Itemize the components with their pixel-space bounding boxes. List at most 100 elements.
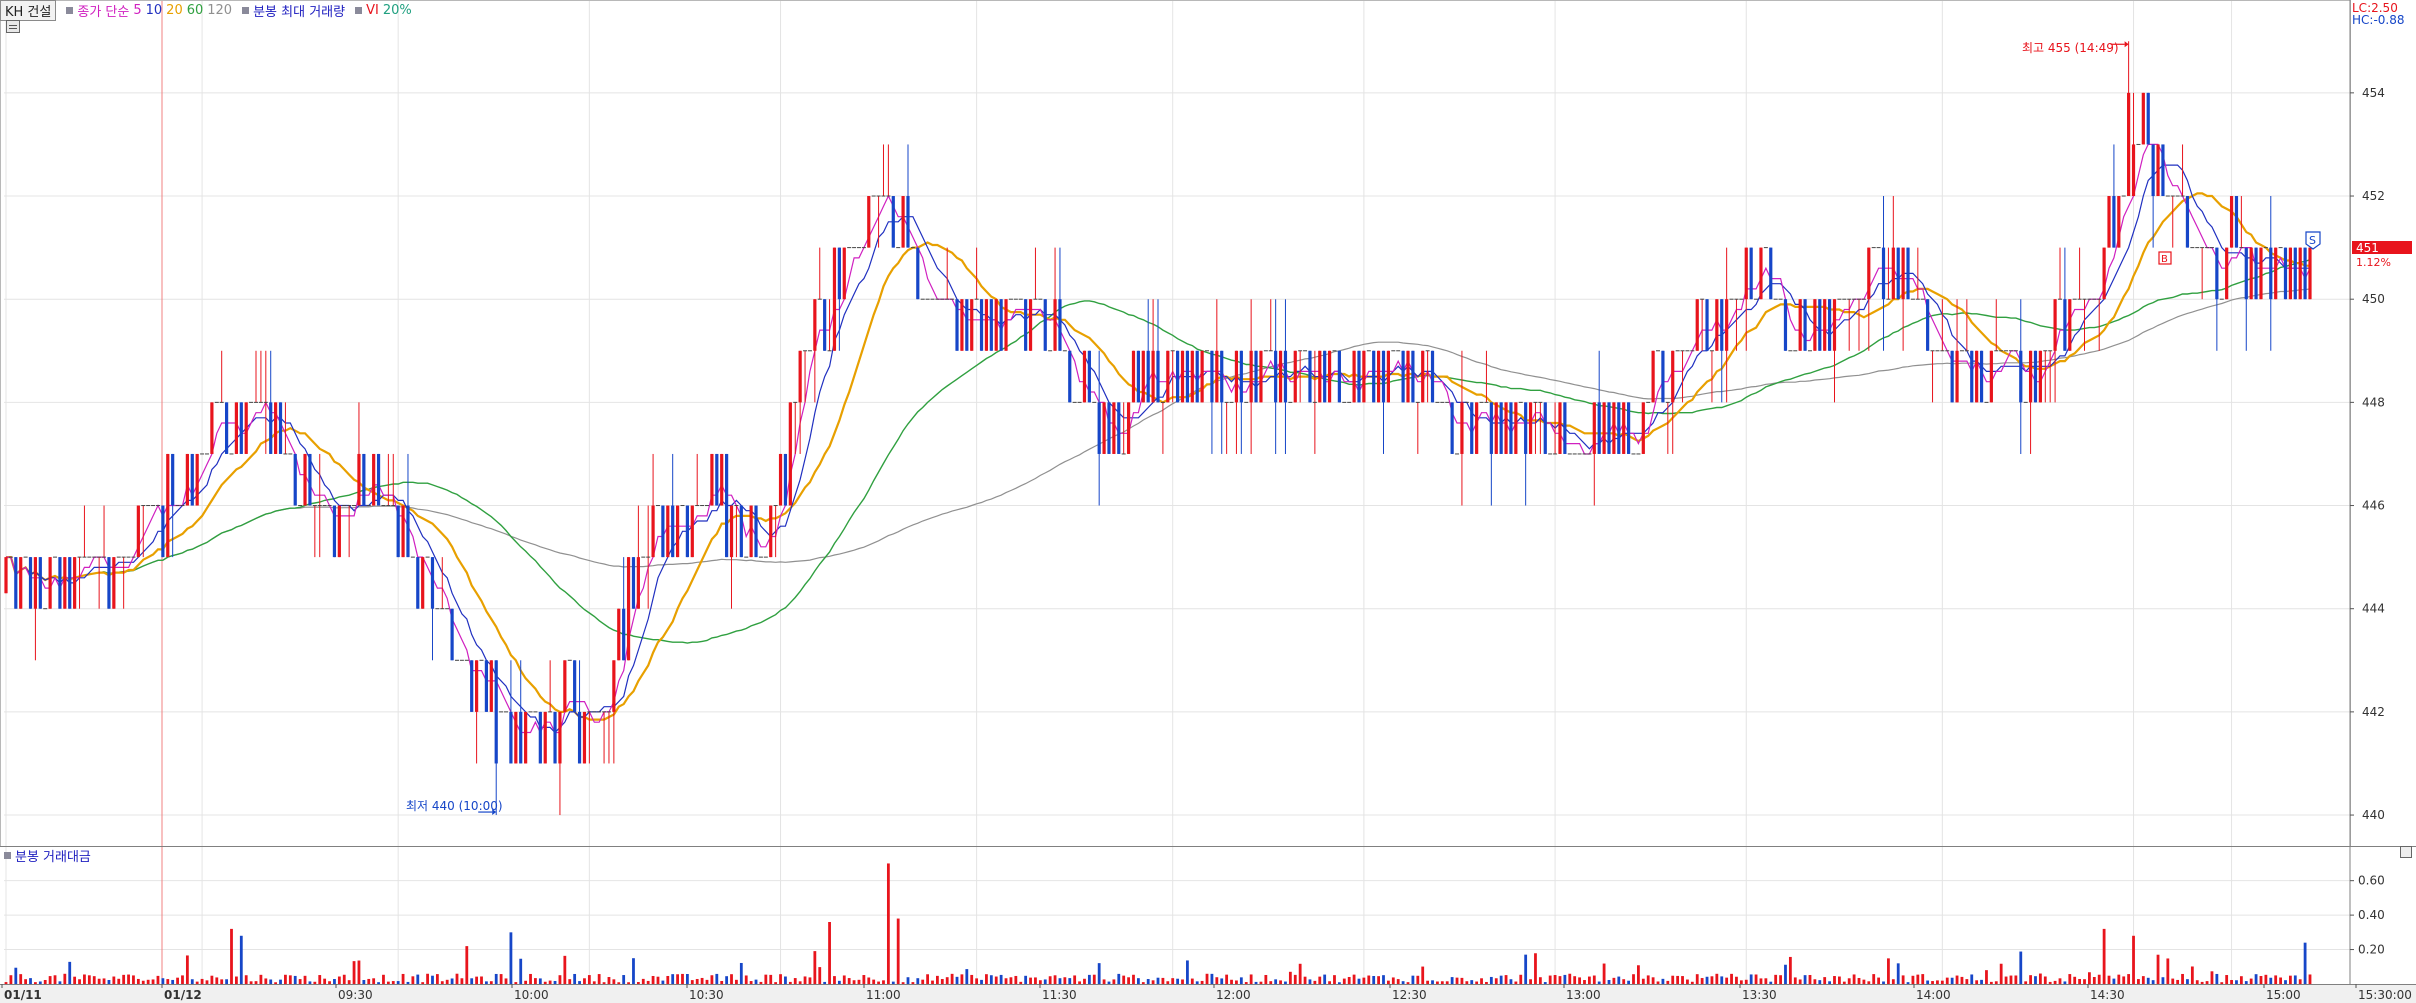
candle-body [720, 453, 724, 506]
volume-bar [1862, 979, 1866, 984]
volume-bar [597, 974, 601, 984]
volume-bar [1230, 979, 1233, 984]
volume-bar [1097, 963, 1101, 984]
volume-bar [1382, 975, 1385, 984]
volume-bar [636, 982, 640, 984]
candle-body [2234, 196, 2239, 248]
candle-body [2225, 247, 2229, 300]
candle-body [1528, 402, 1533, 454]
ma-period-10: 10 [145, 2, 163, 18]
low-arrow-head [492, 809, 497, 816]
volume-bar [1068, 978, 1072, 984]
volume-bar [1725, 977, 1729, 984]
settings-list-icon[interactable] [6, 20, 20, 33]
candle-body [984, 299, 989, 351]
volume-bar [1661, 978, 1665, 984]
volume-bar [1328, 981, 1331, 984]
candle-body [1283, 350, 1288, 403]
volume-bar [661, 980, 665, 984]
candle-body [832, 247, 837, 351]
volume-bar [2107, 975, 2111, 984]
volume-bar [485, 981, 488, 984]
volume-bar [1891, 979, 1895, 984]
candle-body [2259, 247, 2263, 300]
ma-120-line [6, 288, 2311, 581]
candle-body [2107, 196, 2111, 248]
candle-body [1117, 402, 1121, 454]
volume-bar [2161, 977, 2165, 984]
candle-body [416, 557, 420, 609]
volume-bar [176, 977, 179, 984]
volume-bar [587, 975, 591, 984]
candle-body [1190, 350, 1194, 403]
volume-bar [784, 976, 787, 984]
volume-bar [78, 979, 81, 984]
candle-body [675, 505, 680, 558]
volume-bar [1637, 965, 1640, 984]
lc-label: LC:2.50 [2352, 1, 2398, 15]
candle-body [421, 557, 425, 609]
candle-body [582, 711, 587, 764]
candle-body [1323, 350, 1327, 403]
volume-bar [19, 974, 23, 984]
candle-body [1421, 350, 1425, 403]
candle-body [171, 453, 175, 506]
volume-bar [715, 973, 719, 984]
volume-bar [1700, 978, 1704, 984]
volume-bar [602, 982, 606, 984]
volume-legend: 분봉 거래대금 [2, 846, 91, 865]
volume-bar [2112, 978, 2116, 984]
candle-body [1823, 299, 1827, 351]
candle-body [376, 453, 381, 506]
volume-bar [735, 979, 738, 984]
volume-bar [1666, 980, 1670, 984]
candle-body [303, 453, 307, 506]
time-tick-label: 10:30 [689, 988, 724, 1002]
candle-body [1617, 402, 1621, 454]
volume-bar [1543, 982, 1547, 984]
volume-bar [2097, 974, 2101, 984]
volume-bar [2009, 975, 2013, 984]
candle-body [837, 247, 841, 300]
candle-body [710, 453, 714, 506]
volume-bar [514, 982, 518, 984]
volume-bar [1426, 980, 1430, 984]
volume-bar [1499, 975, 1503, 984]
volume-bar [960, 974, 964, 984]
volume-bar [1411, 975, 1415, 984]
candle-body [1337, 350, 1341, 403]
volume-bar [1788, 956, 1792, 984]
candle-body [278, 402, 283, 454]
volume-bar [1857, 977, 1861, 984]
candle-body [519, 711, 523, 764]
volume-bar [141, 980, 145, 984]
volume-bar [1421, 966, 1425, 984]
volume-bar [583, 978, 586, 984]
candle-body [725, 453, 729, 558]
candle-body [2156, 144, 2160, 197]
volume-bar [460, 978, 464, 984]
candle-body [161, 505, 165, 558]
candle-body [1514, 402, 1518, 454]
volume-bar [1249, 974, 1253, 984]
panel-maximize-icon[interactable] [2400, 846, 2412, 858]
volume-bar [1940, 980, 1944, 984]
time-axis-background [0, 984, 2416, 1003]
symbol-label[interactable]: KH 건설 [0, 0, 57, 21]
volume-bar [1117, 973, 1121, 984]
volume-bar [622, 975, 626, 984]
volume-bar [244, 975, 248, 984]
sell-signal-marker[interactable]: S [2305, 231, 2321, 250]
candle-body [524, 711, 528, 764]
candle-body [1725, 299, 1729, 351]
candle-body [1357, 350, 1361, 403]
volume-bar [1798, 979, 1802, 984]
buy-signal-marker[interactable]: B [2158, 251, 2172, 265]
volume-bar [1048, 976, 1052, 984]
volume-bar [558, 975, 562, 984]
candle-body [2151, 144, 2155, 197]
legend-square-icon [4, 852, 11, 859]
candle-body [1798, 299, 1802, 351]
volume-bar [2019, 951, 2023, 984]
